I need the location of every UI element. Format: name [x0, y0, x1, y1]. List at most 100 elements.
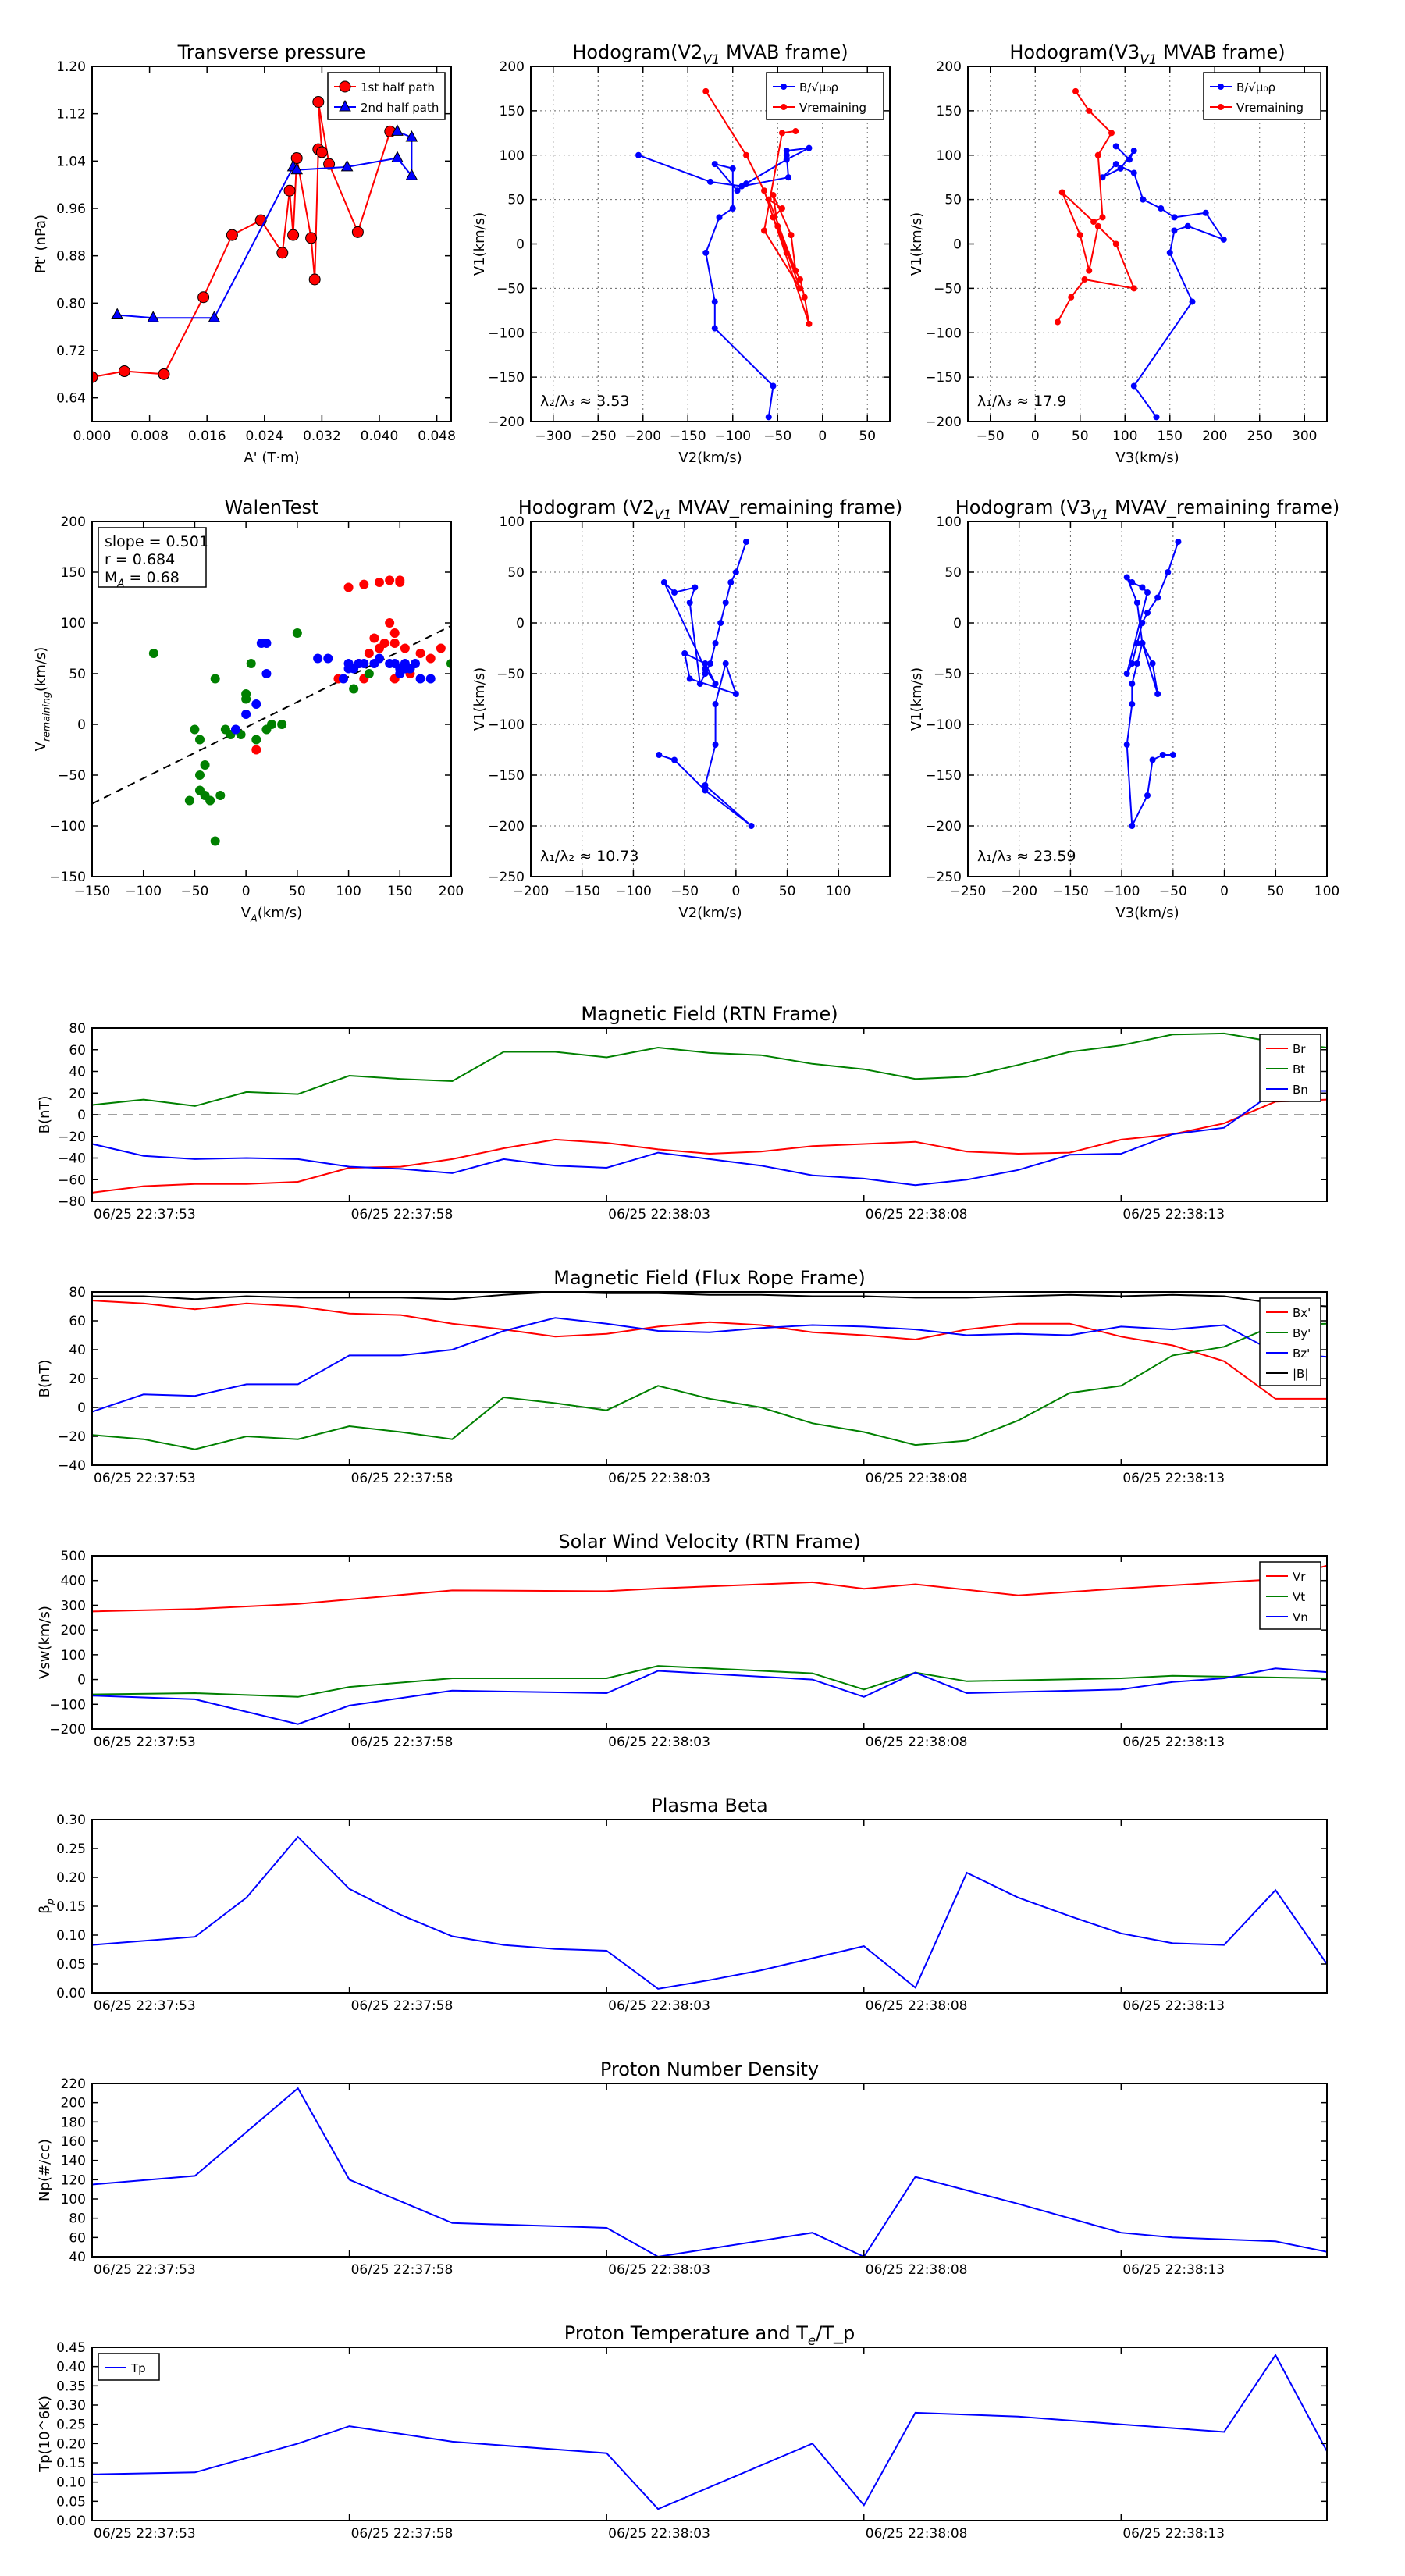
chart-title: Proton Temperature and Te/T_p: [564, 2322, 855, 2348]
x-tick-label: 200: [439, 884, 464, 899]
series-group: [92, 2087, 1327, 2257]
y-tick-label: 150: [937, 104, 962, 119]
data-point: [184, 795, 194, 806]
y-tick-label: 100: [61, 616, 86, 632]
data-point: [707, 178, 713, 185]
data-point: [200, 760, 210, 770]
plot-frame: [91, 1555, 1328, 1730]
data-point: [261, 639, 272, 648]
data-point: [158, 368, 170, 380]
legend-label: B/√μ₀ρ: [1236, 80, 1275, 94]
data-point: [1165, 569, 1172, 575]
y-tick-label: −80: [58, 1194, 86, 1210]
data-point: [1129, 660, 1136, 667]
y-tick-label: −100: [925, 326, 962, 341]
y-axis-label: Vremaining(km/s): [33, 647, 52, 752]
data-point: [702, 665, 709, 672]
data-point: [1139, 640, 1146, 646]
data-point: [446, 659, 451, 668]
x-tick-label: 0.016: [188, 429, 226, 444]
data-point: [389, 628, 400, 638]
data-point: [389, 639, 400, 648]
data-point: [211, 882, 220, 891]
data-point: [226, 229, 238, 241]
data-point: [1133, 640, 1140, 646]
data-point: [1144, 589, 1151, 596]
y-tick-label: −100: [488, 326, 525, 341]
y-tick-label: 0.88: [56, 249, 86, 265]
x-tick-label: 06/25 22:37:58: [351, 1207, 454, 1222]
x-tick-label: 50: [779, 884, 796, 899]
data-point: [415, 674, 425, 684]
series-line-2ndhalfpath: [117, 130, 413, 319]
y-tick-label: 50: [69, 667, 86, 682]
x-tick-label: 100: [336, 884, 361, 899]
x-axis-label: V2(km/s): [678, 450, 742, 466]
data-point: [246, 659, 256, 668]
chart-title: Transverse pressure: [177, 41, 366, 63]
data-point: [436, 643, 446, 653]
data-point: [405, 130, 418, 142]
data-point: [1129, 823, 1136, 829]
y-tick-label: 0.80: [56, 296, 86, 311]
data-point: [1130, 148, 1137, 155]
y-tick-label: 200: [61, 2096, 86, 2112]
data-point: [1126, 156, 1133, 163]
data-point: [702, 782, 709, 788]
y-tick-label: −250: [488, 870, 525, 885]
plot-frame: [91, 2347, 1328, 2521]
x-tick-label: −200: [624, 429, 661, 444]
plot-frame: [530, 521, 891, 877]
x-tick-label: 0: [731, 884, 740, 899]
data-point: [111, 308, 124, 319]
x-axis-label: V3(km/s): [1115, 450, 1179, 466]
legend-label: Br: [1293, 1042, 1306, 1056]
y-tick-label: 60: [69, 1043, 86, 1059]
y-tick-label: 50: [944, 565, 962, 581]
y-tick-label: 100: [61, 1648, 86, 1663]
x-tick-label: 06/25 22:37:58: [351, 1735, 454, 1750]
y-tick-label: 60: [69, 2230, 86, 2246]
x-tick-label: −200: [513, 884, 550, 899]
y-tick-label: 180: [61, 2115, 86, 2130]
x-tick-label: −50: [763, 429, 791, 444]
data-point: [711, 325, 718, 332]
data-point: [1171, 227, 1178, 234]
legend: B/√μ₀ρ Vremaining: [766, 72, 884, 120]
data-point: [727, 579, 735, 585]
y-tick-label: 200: [61, 1623, 86, 1638]
y-tick-label: 200: [937, 59, 962, 75]
data-point: [1139, 584, 1146, 591]
data-point: [208, 311, 221, 322]
data-point: [1139, 620, 1146, 626]
x-tick-label: 06/25 22:38:08: [866, 1207, 968, 1222]
data-point: [1154, 691, 1161, 697]
x-tick-label: 06/25 22:38:08: [866, 1735, 968, 1750]
x-tick-label: 06/25 22:38:13: [1122, 1735, 1225, 1750]
data-point: [359, 659, 369, 668]
series-group: [656, 539, 755, 829]
series-line-bz: [92, 1317, 1327, 1413]
y-tick-label: 0.10: [56, 1928, 86, 1944]
data-point: [716, 214, 723, 221]
y-tick-label: −200: [925, 415, 962, 430]
legend: Tp: [98, 2353, 160, 2381]
legend: Bx' By' Bz' |B|: [1259, 1297, 1321, 1386]
legend-label: Vremaining: [799, 101, 866, 115]
chart-transverse-pressure: Transverse pressure 0.000 0.008 0.016 0.024 0…: [33, 41, 456, 466]
x-tick-label: 06/25 22:38:13: [1122, 1207, 1225, 1222]
eigenvalue-ratio-annotation: λ₁/λ₃ ≈ 23.59: [977, 848, 1076, 865]
data-point: [395, 669, 405, 678]
data-point: [323, 158, 336, 170]
data-point: [748, 823, 755, 829]
data-point: [411, 659, 420, 668]
data-point: [806, 320, 813, 327]
eigenvalue-ratio-annotation: λ₁/λ₂ ≈ 10.73: [540, 848, 639, 865]
series-line-vr: [92, 1564, 1327, 1613]
data-point: [788, 232, 795, 239]
y-tick-label: 1.12: [56, 107, 86, 123]
x-tick-label: 100: [826, 884, 851, 899]
data-point: [783, 156, 790, 163]
y-axis-label: βp: [37, 1898, 55, 1914]
x-tick-label: 06/25 22:37:58: [351, 1998, 454, 2014]
